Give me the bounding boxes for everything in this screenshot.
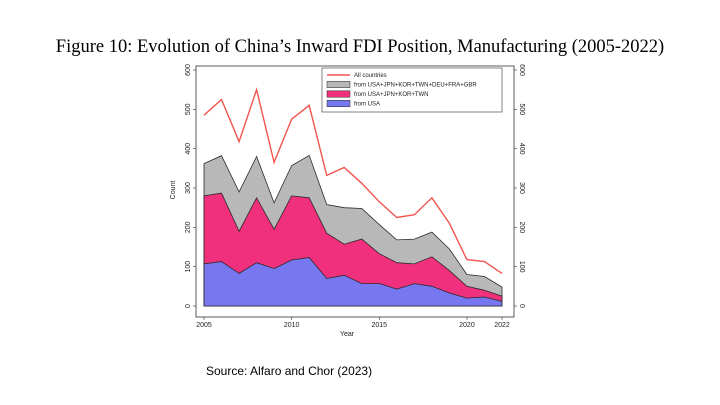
series-lines <box>203 87 503 274</box>
x-tick-label: 2022 <box>494 322 510 329</box>
y-tick-label-right: 300 <box>518 182 525 194</box>
legend-label-from-usa-jpn-kor-twn-deu-fra-gbr: from USA+JPN+KOR+TWN+DEU+FRA+GBR <box>354 83 477 89</box>
y-tick-label: 400 <box>185 143 192 155</box>
y-tick-label: 300 <box>185 182 192 194</box>
x-axis-title: Year <box>340 331 355 338</box>
y-tick-label: 500 <box>185 103 192 115</box>
legend-key-from-usa <box>326 100 351 107</box>
y-tick-label: 0 <box>185 304 192 308</box>
legend-key-from-usa-jpn-kor-twn <box>326 90 351 98</box>
y-tick-label-right: 500 <box>518 103 525 115</box>
chart-legend: All countries from USA+JPN+KOR+TWN+DEU+FR… <box>321 67 503 113</box>
y-tick-label-right: 200 <box>518 221 525 233</box>
x-tick-label: 2015 <box>372 322 388 329</box>
y-tick-label-right: 100 <box>518 261 525 273</box>
legend-label-all-countries: All countries <box>354 73 387 79</box>
x-tick-label: 2005 <box>196 322 212 329</box>
y-tick-label: 100 <box>185 261 192 273</box>
y-tick-label-right: 600 <box>518 64 525 76</box>
y-tick-label-right: 400 <box>518 143 525 155</box>
y-tick-label-right: 0 <box>518 304 525 308</box>
series-areas <box>203 154 503 307</box>
figure-title: Figure 10: Evolution of China’s Inward F… <box>55 37 665 57</box>
y-axis-title: Count <box>170 181 177 200</box>
legend-box <box>321 67 503 113</box>
y-tick-label: 200 <box>185 221 192 233</box>
axis-ticks: 2005 2010 2015 2020 2022 0 100 200 300 400 500 600 0… <box>185 64 525 329</box>
legend-label-from-usa: from USA <box>354 102 380 108</box>
area-from-usa <box>203 257 503 307</box>
plot-frame <box>195 65 515 318</box>
legend-label-from-usa-jpn-kor-twn: from USA+JPN+KOR+TWN <box>354 92 429 98</box>
legend-key-from-usa-jpn-kor-twn-deu-fra-gbr <box>326 81 351 88</box>
line-all-countries <box>203 87 503 274</box>
y-tick-label: 600 <box>185 64 192 76</box>
source-note: Source: Alfaro and Chor (2023) <box>206 364 373 378</box>
x-tick-label: 2020 <box>459 322 475 329</box>
x-tick-label: 2010 <box>284 322 300 329</box>
